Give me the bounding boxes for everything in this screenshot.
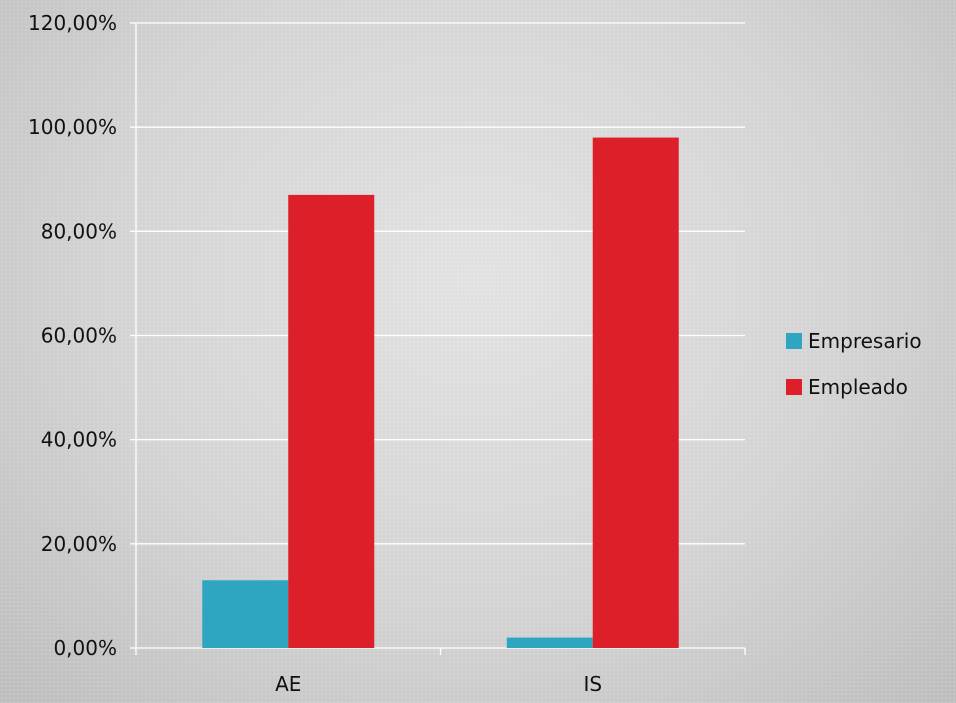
y-tick-label: 20,00%	[41, 532, 117, 556]
y-tick-label: 80,00%	[41, 219, 117, 243]
bar-empleado-is	[592, 137, 679, 649]
legend-label-empresario: Empresario	[808, 329, 922, 353]
y-tick-label: 40,00%	[41, 428, 117, 452]
gridlines	[136, 22, 745, 545]
bars	[202, 137, 679, 649]
y-axis: 0,00% 20,00% 40,00% 60,00% 80,00% 100,00% 120,…	[28, 11, 137, 660]
bar-empleado-ae	[288, 194, 375, 648]
y-tick-label: 120,00%	[28, 11, 117, 35]
x-tick-label: IS	[583, 672, 602, 696]
legend: Empresario Empleado	[786, 329, 922, 399]
legend-swatch-empresario	[786, 333, 802, 349]
y-tick-label: 100,00%	[28, 115, 117, 139]
y-tick-label: 0,00%	[53, 636, 117, 660]
legend-swatch-empleado	[786, 379, 802, 395]
x-tick-label: AE	[275, 672, 301, 696]
y-tick-label: 60,00%	[41, 324, 117, 348]
bar-empresario-is	[506, 637, 593, 648]
x-axis: AE IS	[135, 647, 746, 696]
legend-label-empleado: Empleado	[808, 375, 908, 399]
bar-empresario-ae	[202, 580, 289, 648]
